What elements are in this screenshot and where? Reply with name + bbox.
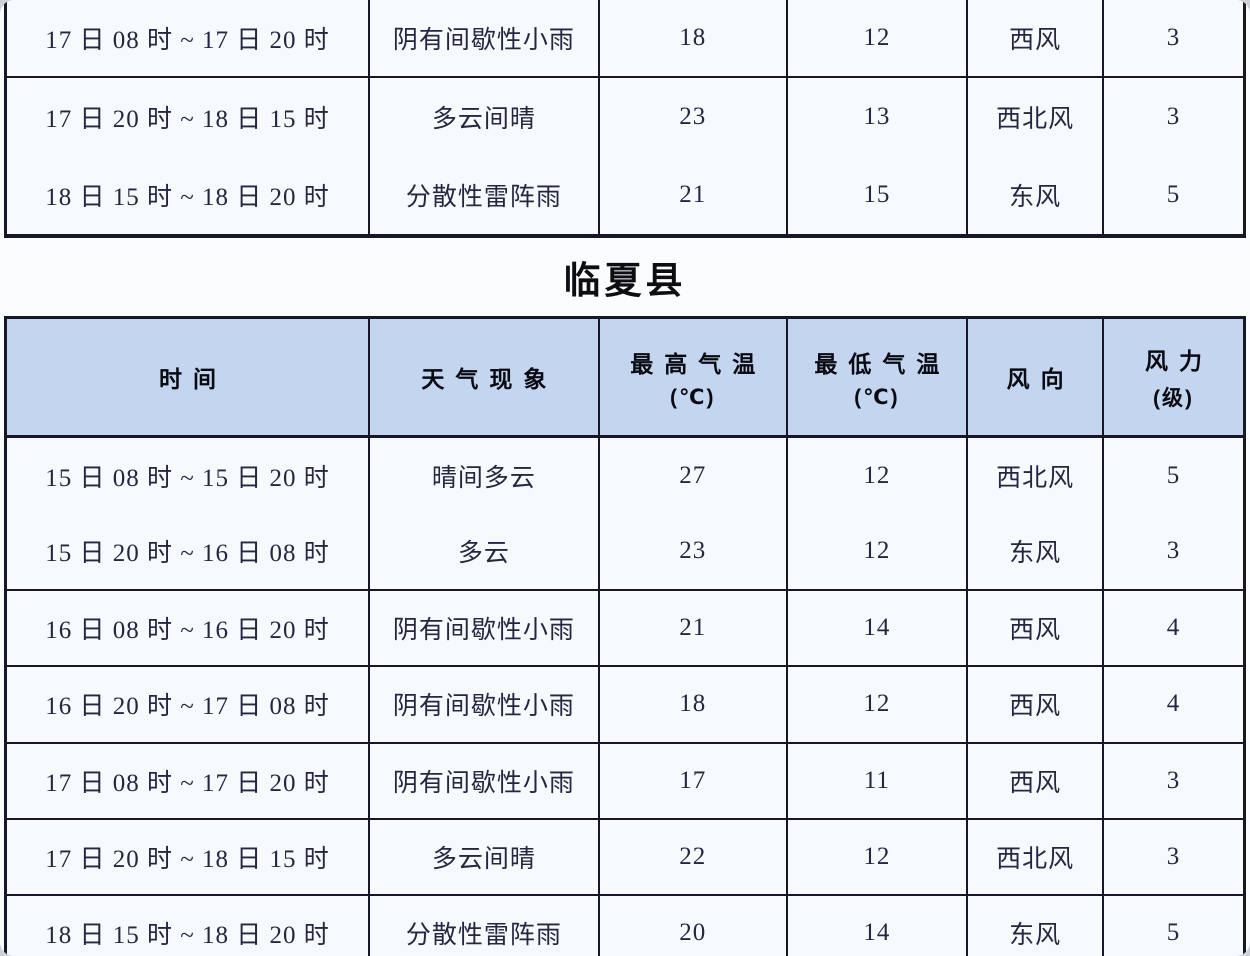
wind-force-cell: 3 [1102, 743, 1243, 818]
tmin-cell: 15 [785, 156, 966, 234]
header-label: 时间 [158, 366, 227, 392]
header-unit: (℃) [854, 385, 900, 409]
forecast-row: 17 日 20 时 ~ 18 日 15 时 多云间晴 22 12 西北风 3 [7, 819, 1243, 897]
wind-force-cell: 3 [1102, 819, 1243, 895]
weather-cell: 阴有间歇性小雨 [367, 591, 598, 666]
tmin-cell: 13 [785, 78, 966, 156]
time-cell: 17 日 08 时 ~ 17 日 20 时 [45, 769, 330, 797]
wind-dir-cell: 东风 [966, 896, 1102, 956]
header-tmax: 最高气温 (℃) [597, 319, 786, 435]
wind-dir-cell: 西风 [966, 591, 1102, 666]
header-label: 最高气温 [630, 350, 767, 377]
header-unit: (℃) [670, 385, 716, 409]
tmax-cell: 20 [597, 896, 786, 956]
wind-force-cell: 3 [1102, 0, 1243, 76]
header-wind-force: 风力 (级) [1102, 319, 1243, 435]
time-cell: 15 日 20 时 ~ 16 日 08 时 [45, 540, 330, 568]
time-cell: 17 日 08 时 ~ 17 日 20 时 [45, 27, 330, 54]
header-weather: 天气现象 [367, 319, 598, 435]
wind-dir-cell: 西北风 [966, 819, 1102, 895]
wind-force-cell: 4 [1102, 667, 1243, 742]
wind-dir-cell: 东风 [966, 513, 1102, 589]
header-label: 天气现象 [421, 366, 558, 392]
time-cell: 16 日 08 时 ~ 16 日 20 时 [45, 617, 330, 645]
header-label: 风力 [1145, 348, 1213, 374]
header-time: 时间 [7, 319, 368, 435]
wind-force-cell: 4 [1102, 591, 1243, 666]
tmax-cell: 18 [597, 667, 786, 742]
tmin-cell: 12 [785, 513, 966, 589]
time-cell: 17 日 20 时 ~ 18 日 15 时 [45, 846, 330, 874]
tmin-cell: 11 [785, 743, 966, 818]
wind-force-cell: 5 [1102, 896, 1243, 956]
header-tmin: 最低气温 (℃) [785, 319, 966, 435]
tmin-cell: 12 [785, 438, 966, 514]
county-forecast-table: 时间 天气现象 最高气温 (℃) 最低气温 (℃) 风向 风力 (级) [4, 316, 1246, 956]
tmin-cell: 14 [785, 896, 966, 956]
weather-cell: 分散性雷阵雨 [367, 156, 598, 234]
wind-force-cell: 5 [1102, 438, 1243, 514]
wind-force-cell: 3 [1102, 513, 1243, 589]
weather-cell: 阴有间歇性小雨 [367, 667, 598, 742]
header-label: 最低气温 [814, 350, 951, 377]
tmax-cell: 22 [597, 819, 786, 895]
time-cell: 16 日 20 时 ~ 17 日 08 时 [45, 693, 330, 721]
time-cell: 15 日 08 时 ~ 15 日 20 时 [45, 464, 330, 492]
forecast-row: 15 日 20 时 ~ 16 日 08 时 多云 23 12 东风 3 [7, 513, 1243, 591]
weather-cell: 多云 [367, 513, 598, 589]
time-cell: 18 日 15 时 ~ 18 日 20 时 [45, 922, 330, 950]
wind-dir-cell: 西风 [966, 667, 1102, 742]
header-unit: (级) [1153, 387, 1194, 410]
table-header-row: 时间 天气现象 最高气温 (℃) 最低气温 (℃) 风向 风力 (级) [7, 319, 1243, 438]
forecast-row: 15 日 08 时 ~ 15 日 20 时 晴间多云 27 12 西北风 5 [7, 438, 1243, 514]
wind-dir-cell: 西北风 [966, 438, 1102, 514]
forecast-row: 17 日 20 时 ~ 18 日 15 时 多云间晴 23 13 西北风 3 [7, 78, 1243, 156]
wind-force-cell: 3 [1102, 78, 1243, 156]
tmax-cell: 17 [597, 743, 786, 818]
weather-cell: 阴有间歇性小雨 [367, 743, 598, 818]
forecast-row: 18 日 15 时 ~ 18 日 20 时 分散性雷阵雨 21 15 东风 5 [7, 156, 1243, 234]
time-cell: 18 日 15 时 ~ 18 日 20 时 [45, 184, 330, 211]
wind-dir-cell: 西风 [966, 0, 1102, 76]
tmax-cell: 27 [597, 438, 786, 514]
wind-dir-cell: 西北风 [966, 78, 1102, 156]
tmax-cell: 18 [597, 0, 786, 76]
tmax-cell: 21 [597, 591, 786, 666]
weather-cell: 晴间多云 [367, 438, 598, 514]
forecast-row: 16 日 08 时 ~ 16 日 20 时 阴有间歇性小雨 21 14 西风 4 [7, 591, 1243, 668]
header-wind-dir: 风向 [966, 319, 1102, 435]
tmin-cell: 12 [785, 667, 966, 742]
county-title: 临夏县 [563, 260, 687, 301]
forecast-row: 17 日 08 时 ~ 17 日 20 时 阴有间歇性小雨 17 11 西风 3 [7, 743, 1243, 820]
time-cell: 17 日 20 时 ~ 18 日 15 时 [45, 106, 330, 133]
previous-forecast-table: 17 日 08 时 ~ 17 日 20 时 阴有间歇性小雨 18 12 西风 3… [4, 0, 1246, 238]
tmax-cell: 23 [597, 513, 786, 589]
weather-cell: 阴有间歇性小雨 [367, 0, 598, 76]
tmax-cell: 21 [597, 156, 786, 234]
weather-cell: 多云间晴 [367, 78, 598, 156]
tmax-cell: 23 [597, 78, 786, 156]
forecast-row: 18 日 15 时 ~ 18 日 20 时 分散性雷阵雨 20 14 东风 5 [7, 896, 1243, 956]
tmin-cell: 12 [785, 0, 966, 76]
weather-cell: 分散性雷阵雨 [367, 896, 598, 956]
forecast-row: 17 日 08 时 ~ 17 日 20 时 阴有间歇性小雨 18 12 西风 3 [7, 0, 1243, 78]
header-label: 风向 [1006, 366, 1075, 392]
wind-dir-cell: 西风 [966, 743, 1102, 818]
tmin-cell: 14 [785, 591, 966, 666]
tmin-cell: 12 [785, 819, 966, 895]
weather-cell: 多云间晴 [367, 819, 598, 895]
forecast-row: 16 日 20 时 ~ 17 日 08 时 阴有间歇性小雨 18 12 西风 4 [7, 667, 1243, 744]
wind-dir-cell: 东风 [966, 156, 1102, 234]
wind-force-cell: 5 [1102, 156, 1243, 234]
